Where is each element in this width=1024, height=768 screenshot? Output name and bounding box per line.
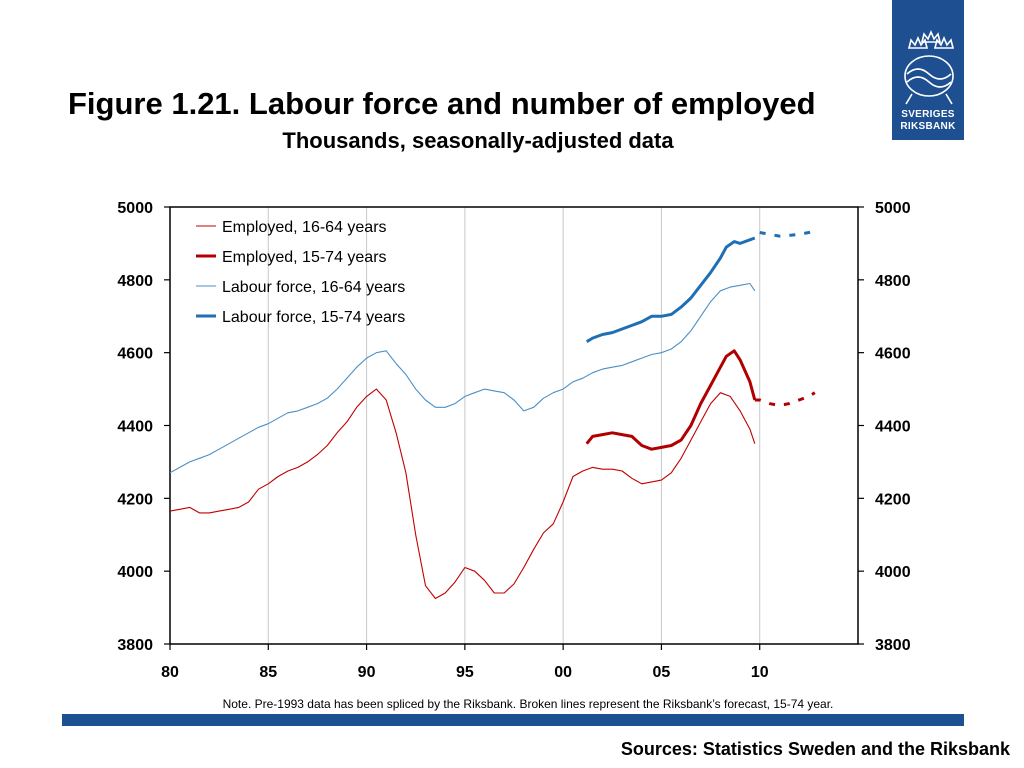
y-tick-label-left: 5000	[117, 200, 153, 217]
x-tick-label: 10	[751, 664, 769, 681]
y-tick-label-right: 3800	[875, 637, 911, 654]
x-tick-label: 85	[259, 664, 277, 681]
logo-text-sveriges: SVERIGES	[901, 109, 955, 120]
y-tick-label-right: 5000	[875, 200, 911, 217]
forecast-line-employed-15-74-years	[754, 391, 816, 408]
y-tick-label-right: 4600	[875, 346, 911, 363]
chart-grid	[267, 207, 761, 644]
series-line-employed-16-64-years	[169, 388, 756, 600]
forecast-line-labour-force-15-74-years	[759, 229, 816, 238]
series-line-labour-force-15-74-years	[585, 236, 756, 343]
footer-bar	[62, 714, 964, 726]
x-tick-label: 00	[554, 664, 572, 681]
line-chart: 80 85 90 95 00 05 10 3800 3800 4000 4000 4200 4200 44…	[117, 200, 910, 681]
y-tick-label-right: 4800	[875, 273, 911, 290]
y-tick-label-left: 4400	[117, 419, 153, 436]
chart-legend: Employed, 16-64 years Employed, 15-74 yea…	[196, 219, 405, 326]
y-tick-label-right: 4000	[875, 564, 911, 581]
y-tick-label-left: 4600	[117, 346, 153, 363]
legend-label: Employed, 15-74 years	[222, 249, 387, 266]
chart-note: Note. Pre-1993 data has been spliced by …	[222, 697, 834, 711]
plot-frame	[169, 206, 859, 645]
legend-label: Labour force, 15-74 years	[222, 309, 405, 326]
legend-label: Labour force, 16-64 years	[222, 279, 405, 296]
x-tick-label: 95	[456, 664, 474, 681]
page-title: Figure 1.21. Labour force and number of …	[68, 86, 816, 121]
page-subtitle: Thousands, seasonally-adjusted data	[282, 128, 674, 153]
y-tick-label-left: 4200	[117, 491, 153, 508]
y-tick-label-left: 4800	[117, 273, 153, 290]
series-line-labour-force-16-64-years	[169, 282, 756, 474]
logo-text-riksbank: RIKSBANK	[900, 121, 956, 132]
axis-ticks: 80 85 90 95 00 05 10 3800 3800 4000 4000 4200 4200 44…	[117, 200, 910, 681]
x-tick-label: 90	[358, 664, 376, 681]
x-tick-label: 05	[653, 664, 671, 681]
riksbank-logo: SVERIGES RIKSBANK	[892, 0, 964, 140]
legend-label: Employed, 16-64 years	[222, 219, 387, 236]
y-tick-label-left: 3800	[117, 637, 153, 654]
series-line-employed-15-74-years	[585, 349, 757, 451]
sources-text: Sources: Statistics Sweden and the Riksb…	[620, 739, 1010, 759]
x-tick-label: 80	[161, 664, 179, 681]
y-tick-label-right: 4200	[875, 491, 911, 508]
y-tick-label-left: 4000	[117, 564, 153, 581]
chart-series	[169, 229, 816, 600]
crown-crest-icon	[904, 29, 955, 105]
y-tick-label-right: 4400	[875, 419, 911, 436]
